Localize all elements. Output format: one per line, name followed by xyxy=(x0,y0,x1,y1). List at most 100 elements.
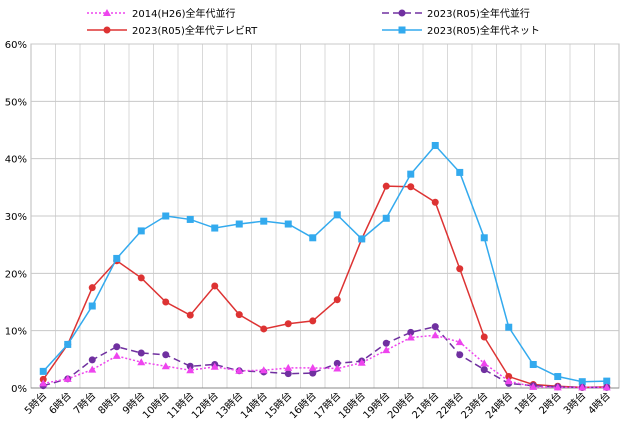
data-point xyxy=(553,383,562,391)
series-1 xyxy=(39,331,611,391)
y-tick-label: 50% xyxy=(5,97,27,108)
data-point xyxy=(480,359,489,367)
x-tick-label: 6時台 xyxy=(46,389,74,417)
x-tick-label: 3時台 xyxy=(561,389,589,417)
y-tick-label: 40% xyxy=(5,155,27,166)
data-point xyxy=(455,338,464,346)
data-point xyxy=(88,302,96,310)
data-point xyxy=(578,378,586,386)
data-point xyxy=(186,366,195,374)
data-point xyxy=(235,366,244,374)
data-point xyxy=(161,362,170,370)
series-line xyxy=(43,334,607,389)
legend-label: 2023(R05)全年代ネット xyxy=(427,24,540,37)
legend-item: 2014(H26)全年代並行 xyxy=(87,7,236,20)
y-tick-label: 20% xyxy=(5,269,27,280)
data-point xyxy=(456,351,464,359)
data-point xyxy=(88,365,97,373)
legend: 2014(H26)全年代並行 2023(R05)全年代並行 2023(R05)全年代… xyxy=(87,7,540,37)
data-point xyxy=(39,375,47,383)
data-point xyxy=(210,362,219,370)
data-point xyxy=(162,351,170,359)
data-point xyxy=(284,320,292,328)
data-point xyxy=(431,198,439,206)
data-point xyxy=(431,141,439,149)
data-point xyxy=(260,325,268,333)
data-point xyxy=(137,274,145,282)
legend-label: 2023(R05)全年代テレビRT xyxy=(132,24,258,37)
data-point xyxy=(284,220,292,228)
data-point xyxy=(309,317,317,325)
data-point xyxy=(357,358,366,366)
data-point xyxy=(358,235,366,243)
data-point xyxy=(186,215,194,223)
data-point xyxy=(407,183,415,191)
x-tick-label: 1時台 xyxy=(512,389,540,417)
data-point xyxy=(505,373,513,381)
data-point xyxy=(211,224,219,232)
data-point xyxy=(211,282,219,290)
data-point xyxy=(39,367,47,375)
gridlines xyxy=(30,43,620,389)
data-point xyxy=(382,214,390,222)
legend-marker xyxy=(398,9,406,17)
data-point xyxy=(63,374,72,382)
data-point xyxy=(162,212,170,220)
data-point xyxy=(260,217,268,225)
x-tick-label: 24時台 xyxy=(483,389,515,421)
data-point xyxy=(554,373,562,381)
legend-item: 2023(R05)全年代テレビRT xyxy=(87,24,258,37)
data-point xyxy=(456,168,464,176)
data-point xyxy=(431,323,439,331)
x-tick-label: 4時台 xyxy=(585,389,613,417)
legend-label: 2023(R05)全年代並行 xyxy=(427,7,530,20)
data-point xyxy=(602,383,611,391)
data-point xyxy=(480,234,488,242)
legend-marker xyxy=(398,26,406,34)
data-point xyxy=(88,356,96,364)
x-axis: 5時台6時台7時台8時台9時台10時台11時台12時台13時台14時台15時台1… xyxy=(22,387,619,421)
data-point xyxy=(186,311,194,319)
data-point xyxy=(137,358,146,366)
data-point xyxy=(309,369,317,377)
data-point xyxy=(578,383,587,391)
data-point xyxy=(112,351,121,359)
data-point xyxy=(603,377,611,385)
data-point xyxy=(480,333,488,341)
y-tick-label: 60% xyxy=(5,40,27,51)
data-point xyxy=(309,234,317,242)
data-point xyxy=(529,360,537,368)
legend-marker xyxy=(103,26,111,34)
data-point xyxy=(431,331,440,339)
data-point xyxy=(407,170,415,178)
data-point xyxy=(235,311,243,319)
data-point xyxy=(333,296,341,304)
data-point xyxy=(137,227,145,235)
data-point xyxy=(505,323,513,331)
y-tick-label: 0% xyxy=(11,384,27,395)
data-point xyxy=(137,349,145,357)
data-point xyxy=(333,359,341,367)
data-point xyxy=(382,339,390,347)
x-tick-label: 2時台 xyxy=(536,389,564,417)
legend-marker xyxy=(103,9,111,16)
data-point xyxy=(382,346,391,354)
data-point xyxy=(235,220,243,228)
data-point xyxy=(480,366,488,374)
data-point xyxy=(406,333,415,341)
data-point xyxy=(308,363,317,371)
data-point xyxy=(162,298,170,306)
data-point xyxy=(39,379,48,387)
data-point xyxy=(333,364,342,372)
data-point xyxy=(113,254,121,262)
data-point xyxy=(284,363,293,371)
data-point xyxy=(88,284,96,292)
legend-item: 2023(R05)全年代ネット xyxy=(382,24,540,37)
data-point xyxy=(186,362,194,370)
data-point xyxy=(504,377,513,385)
x-tick-label: 7時台 xyxy=(71,389,99,417)
data-point xyxy=(529,382,538,390)
x-tick-label: 8時台 xyxy=(95,389,123,417)
data-point xyxy=(113,343,121,351)
